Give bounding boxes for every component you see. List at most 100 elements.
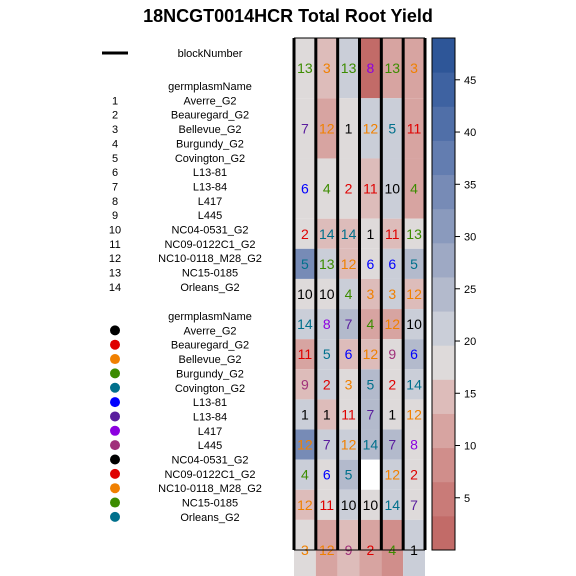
color-legend-label: L445 [198,440,222,452]
cell-genotype-label: 2 [323,376,331,392]
heatmap-cell [337,399,360,430]
heatmap-cell [337,38,360,99]
colorbar-tick-label: 15 [464,388,476,400]
heatmap-cell [294,98,316,159]
heatmap-cell [359,309,382,340]
cell-genotype-label: 2 [388,376,396,392]
cell-genotype-label: 8 [323,316,331,332]
heatmap-cell [403,339,425,370]
color-legend-dot [110,440,120,451]
cell-genotype-label: 11 [341,406,356,422]
number-legend-heading: germplasmName [168,81,252,93]
cell-genotype-label: 7 [410,497,418,513]
color-legend-label: L417 [198,426,222,438]
heatmap-cell [337,248,360,279]
color-legend-label: Beauregard_G2 [171,340,249,352]
heatmap-cell [315,519,338,576]
colorbar-segment [432,345,455,380]
heatmap-cell [381,248,404,279]
heatmap-cell [403,98,425,159]
cell-genotype-label: 11 [363,181,378,197]
heatmap-cell [337,218,360,249]
colorbar-tick-label: 5 [464,493,470,505]
heatmap-cell [381,339,404,370]
cell-genotype-label: 2 [345,181,353,197]
heatmap-cell [294,459,316,490]
heatmap-cell [315,98,338,159]
number-legend-index: 2 [112,110,118,122]
cell-genotype-label: 12 [297,437,313,453]
cell-genotype-label: 10 [406,316,422,332]
cell-genotype-label: 5 [410,256,418,272]
heatmap-cell [359,459,382,490]
heatmap-cell [294,429,316,460]
cell-genotype-label: 7 [388,437,396,453]
number-legend-index: 14 [109,282,121,294]
cell-genotype-label: 3 [367,286,375,302]
color-legend-label: L13-81 [193,397,227,409]
cell-genotype-label: 14 [341,226,357,242]
heatmap-cell [315,309,338,340]
heatmap-cell [337,429,360,460]
legend-line-label: blockNumber [178,48,243,60]
heatmap-cell [359,218,382,249]
cell-genotype-label: 12 [384,467,400,483]
number-legend-index: 5 [112,153,118,165]
heatmap-cell [315,278,338,310]
colorbar-frame [431,37,456,551]
color-legend-label: Orleans_G2 [180,512,239,524]
heatmap-cell [315,248,338,279]
heatmap-cell [294,399,316,430]
cell-genotype-label: 5 [345,467,353,483]
cell-genotype-label: 1 [323,406,331,422]
cell-genotype-label: 12 [384,316,400,332]
heatmap-cell [294,38,316,99]
heatmap-cell [381,489,404,520]
heatmap-cell [381,278,404,310]
heatmap-cell [294,248,316,279]
heatmap-cell [359,158,382,219]
cell-genotype-label: 14 [406,376,422,392]
cell-genotype-label: 7 [367,406,375,422]
heatmap-cell [403,158,425,219]
heatmap-cell [403,369,425,400]
color-legend-label: NC04-0531_G2 [171,455,248,467]
chart-title: 18NCGT0014HCR Total Root Yield [143,6,433,26]
color-legend-dot [110,425,120,436]
color-legend-dot [110,354,120,365]
color-legend-dot [110,382,120,393]
cell-genotype-label: 4 [301,467,309,483]
heatmap-cell [403,429,425,460]
colorbar-segment [432,174,455,210]
colorbar-segment [432,140,455,176]
number-legend-label: NC04-0531_G2 [171,225,248,237]
number-legend-label: Burgundy_G2 [176,138,244,150]
heatmap-cell [359,38,382,99]
cell-genotype-label: 10 [363,497,379,513]
heatmap-cell [381,158,404,219]
heatmap-cell [294,278,316,310]
heatmap-cell [294,309,316,340]
heatmap-cell [315,218,338,249]
number-legend-label: Bellevue_G2 [179,124,242,136]
colorbar-tick-label: 25 [464,284,476,296]
color-legend-dot [110,511,120,522]
heatmap-cell [315,369,338,400]
colorbar-tick-label: 40 [464,127,476,139]
cell-genotype-label: 13 [319,256,335,272]
cell-genotype-label: 1 [367,226,375,242]
heatmap-cell [381,429,404,460]
heatmap-cell [359,489,382,520]
cell-genotype-label: 5 [388,120,396,136]
heatmap-cell [381,369,404,400]
color-legend-label: Covington_G2 [175,383,245,395]
color-legend-heading: germplasmName [168,311,252,323]
cell-genotype-label: 3 [410,60,418,76]
color-legend-label: Burgundy_G2 [176,368,244,380]
cell-genotype-label: 5 [323,346,331,362]
color-legend-label: NC09-0122C1_G2 [164,469,255,481]
cell-genotype-label: 11 [298,346,313,362]
heatmap-cell [403,248,425,279]
number-legend-index: 3 [112,124,118,136]
number-legend-label: Averre_G2 [184,95,237,107]
